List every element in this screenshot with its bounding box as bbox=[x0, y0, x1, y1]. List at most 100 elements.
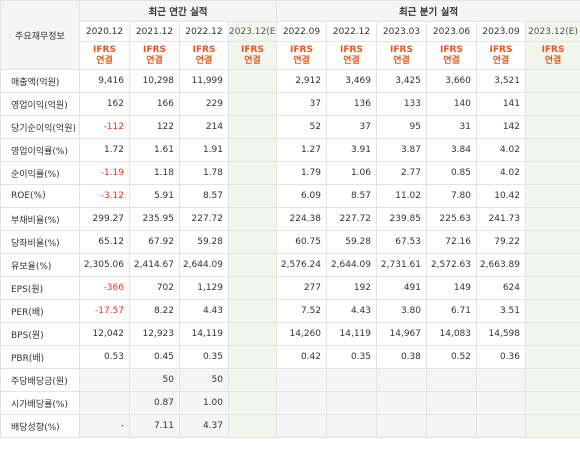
table-cell: 6.09 bbox=[276, 184, 327, 208]
ifrs-consolidated-label: IFRS 연결 bbox=[129, 41, 180, 70]
table-cell: 3,425 bbox=[376, 69, 427, 93]
table-cell: 4.43 bbox=[326, 299, 377, 323]
ifrs-consolidated-label: IFRS 연결 bbox=[426, 41, 477, 70]
table-cell: 4.02 bbox=[476, 161, 526, 185]
table-cell: 235.95 bbox=[129, 207, 180, 231]
ifrs-consolidated-label: IFRS 연결 bbox=[524, 41, 580, 70]
table-cell: -3.12 bbox=[79, 184, 130, 208]
table-cell bbox=[228, 115, 277, 139]
ifrs-consolidated-label: IFRS 연결 bbox=[476, 41, 526, 70]
period-header: 2023.12(E) bbox=[228, 21, 277, 42]
consolidated-text: 연결 bbox=[492, 55, 510, 66]
consolidated-text: 연결 bbox=[393, 55, 410, 66]
consolidated-text: 연결 bbox=[96, 55, 113, 66]
table-cell: 1.27 bbox=[276, 138, 327, 162]
table-cell: 1.91 bbox=[179, 138, 229, 162]
table-cell: 1,129 bbox=[179, 276, 229, 300]
table-cell: 1.18 bbox=[129, 161, 180, 185]
table-cell: 11.02 bbox=[376, 184, 427, 208]
row-label: EPS(원) bbox=[0, 276, 80, 300]
table-cell: 2,731.61 bbox=[376, 253, 427, 277]
table-cell bbox=[476, 391, 526, 415]
table-row: 시가배당률(%) 0.87 1.00 bbox=[0, 391, 580, 415]
table-cell: 224.38 bbox=[276, 207, 327, 231]
table-cell: 1.06 bbox=[326, 161, 377, 185]
consolidated-text: 연결 bbox=[293, 55, 310, 66]
ifrs-text: IFRS bbox=[340, 44, 363, 55]
table-cell: 14,967 bbox=[376, 322, 427, 346]
table-cell: 192 bbox=[326, 276, 377, 300]
row-label: 시가배당률(%) bbox=[0, 391, 80, 415]
ifrs-consolidated-label: IFRS 연결 bbox=[179, 41, 229, 70]
table-cell: 2.77 bbox=[376, 161, 427, 185]
table-cell bbox=[524, 161, 580, 185]
table-row: 부채비율(%) 299.27 235.95 227.72 224.38 227.72 239… bbox=[0, 207, 580, 231]
table-cell: 229 bbox=[179, 92, 229, 116]
row-label: PBR(배) bbox=[0, 345, 80, 369]
table-cell bbox=[524, 69, 580, 93]
table-cell bbox=[376, 368, 427, 392]
table-cell: 227.72 bbox=[326, 207, 377, 231]
table-cell bbox=[524, 184, 580, 208]
table-cell bbox=[228, 69, 277, 93]
table-cell bbox=[228, 253, 277, 277]
table-cell bbox=[228, 368, 277, 392]
table-cell: 2,912 bbox=[276, 69, 327, 93]
table-cell: 0.38 bbox=[376, 345, 427, 369]
table-cell: 59.28 bbox=[179, 230, 229, 254]
table-cell: 4.37 bbox=[179, 414, 229, 438]
table-cell: 0.35 bbox=[326, 345, 377, 369]
table-cell: 4.43 bbox=[179, 299, 229, 323]
table-row: 유보율(%) 2,305.06 2,414.67 2,644.09 2,576.24 2,… bbox=[0, 253, 580, 277]
ifrs-text: IFRS bbox=[241, 44, 264, 55]
table-cell bbox=[376, 391, 427, 415]
table-row: 순이익률(%) -1.19 1.18 1.78 1.79 1.06 2.77 0.85 4.02 bbox=[0, 161, 580, 185]
table-cell bbox=[524, 253, 580, 277]
period-header: 2020.12 bbox=[79, 21, 130, 42]
row-label: 당기순이익(억원) bbox=[0, 115, 80, 139]
table-cell: 1.72 bbox=[79, 138, 130, 162]
period-header: 2021.12 bbox=[129, 21, 180, 42]
ifrs-text: IFRS bbox=[93, 44, 116, 55]
table-cell bbox=[228, 276, 277, 300]
table-cell: 67.92 bbox=[129, 230, 180, 254]
table-cell bbox=[524, 138, 580, 162]
table-cell bbox=[228, 184, 277, 208]
table-cell: -112 bbox=[79, 115, 130, 139]
table-cell bbox=[228, 414, 277, 438]
table-cell bbox=[228, 299, 277, 323]
consolidated-text: 연결 bbox=[146, 55, 163, 66]
table-cell bbox=[524, 276, 580, 300]
row-label: PER(배) bbox=[0, 299, 80, 323]
table-cell bbox=[326, 368, 377, 392]
financial-summary-table: 주요재무정보 최근 연간 실적 최근 분기 실적 2020.12 2021.12 2… bbox=[0, 0, 580, 438]
table-cell: 0.36 bbox=[476, 345, 526, 369]
consolidated-text: 연결 bbox=[443, 55, 460, 66]
table-cell: 67.53 bbox=[376, 230, 427, 254]
table-cell: 140 bbox=[426, 92, 477, 116]
table-cell: 9,416 bbox=[79, 69, 130, 93]
table-cell bbox=[524, 368, 580, 392]
table-cell: 50 bbox=[129, 368, 180, 392]
consolidated-text: 연결 bbox=[244, 55, 261, 66]
table-cell: 14,119 bbox=[326, 322, 377, 346]
ifrs-text: IFRS bbox=[440, 44, 463, 55]
table-cell bbox=[524, 414, 580, 438]
table-cell: 8.22 bbox=[129, 299, 180, 323]
table-cell: 60.75 bbox=[276, 230, 327, 254]
ifrs-consolidated-label: IFRS 연결 bbox=[326, 41, 377, 70]
table-cell: 11,999 bbox=[179, 69, 229, 93]
consolidated-text: 연결 bbox=[544, 55, 562, 66]
table-cell bbox=[376, 414, 427, 438]
table-cell: 59.28 bbox=[326, 230, 377, 254]
table-cell bbox=[524, 345, 580, 369]
table-cell: 136 bbox=[326, 92, 377, 116]
table-row: 당좌비율(%) 65.12 67.92 59.28 60.75 59.28 67.53 72.… bbox=[0, 230, 580, 254]
table-cell bbox=[79, 391, 130, 415]
table-row: PBR(배) 0.53 0.45 0.35 0.42 0.35 0.38 0.52 0.36 bbox=[0, 345, 580, 369]
table-cell: 52 bbox=[276, 115, 327, 139]
table-cell: 1.61 bbox=[129, 138, 180, 162]
annual-group-header: 최근 연간 실적 bbox=[79, 0, 277, 22]
table-cell: 12,042 bbox=[79, 322, 130, 346]
period-header: 2022.12 bbox=[326, 21, 377, 42]
